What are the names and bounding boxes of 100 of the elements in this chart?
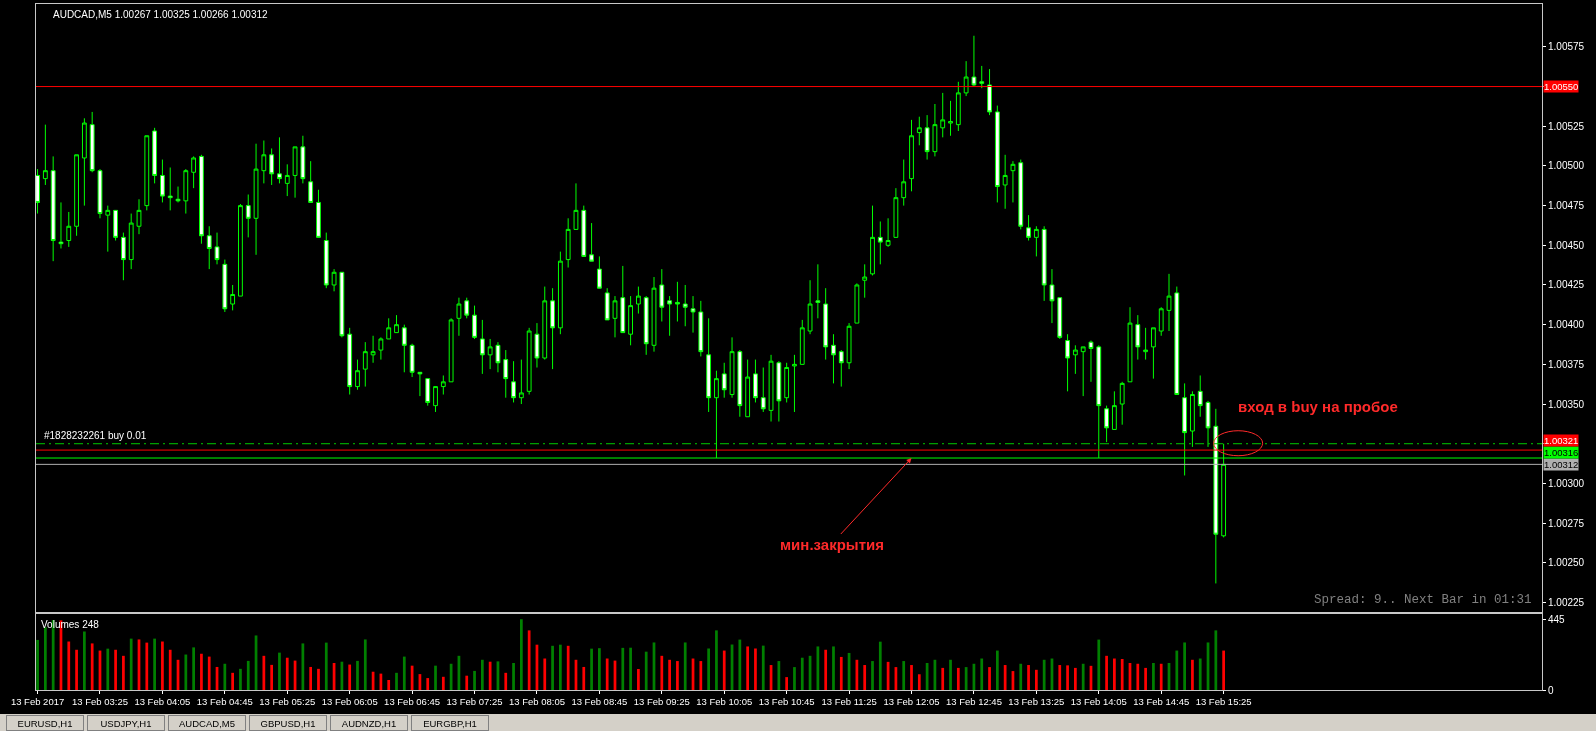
candlestick: [113, 209, 118, 242]
candlestick: [987, 68, 992, 116]
bar: [590, 648, 593, 690]
candlestick: [417, 371, 423, 397]
x-tick-label: 13 Feb 13:25: [1008, 696, 1065, 708]
candlestick: [698, 300, 704, 357]
x-tick-label: 13 Feb 04:05: [134, 696, 191, 708]
candlestick: [479, 319, 485, 375]
candlestick: [979, 65, 985, 89]
candlestick: [643, 295, 649, 356]
bar: [161, 641, 164, 690]
x-tick-label: 13 Feb 11:25: [821, 696, 877, 708]
x-tick-label: 13 Feb 2017: [10, 696, 65, 708]
x-tick-label: 13 Feb 04:45: [196, 696, 253, 708]
candlestick: [97, 168, 103, 219]
candlestick: [1135, 314, 1141, 361]
candlestick: [651, 276, 657, 353]
bar: [1034, 669, 1038, 690]
bar: [1097, 639, 1101, 690]
candlestick: [58, 201, 64, 249]
candlestick: [1174, 286, 1180, 396]
bar: [1042, 659, 1046, 690]
candlestick: [1111, 390, 1117, 430]
candlestick: [565, 217, 571, 269]
candlestick: [823, 287, 829, 361]
candlestick: [456, 297, 462, 337]
candlestick: [409, 343, 415, 378]
bar: [917, 674, 921, 690]
candlestick: [893, 187, 899, 238]
bar: [356, 660, 359, 690]
x-tick-label: 13 Feb 14:05: [1070, 696, 1127, 708]
bar: [761, 645, 765, 690]
ref-line-label: 1.00550: [1544, 81, 1579, 92]
y-tick-label: 1.00375: [1548, 358, 1585, 370]
text: AUDCAD,M5 1.00267 1.00325 1.00266 1.00312: [53, 9, 269, 20]
bar: [839, 656, 843, 690]
bar: [878, 641, 882, 690]
candlestick: [1104, 405, 1109, 443]
bar: [192, 647, 195, 690]
bar: [676, 661, 679, 690]
text: USDJPY,H1: [100, 717, 152, 729]
bar: [1003, 665, 1007, 690]
candlestick: [323, 232, 329, 289]
annotation: мин.закрытия: [780, 536, 884, 553]
bar: [1120, 659, 1124, 690]
bar: [1066, 665, 1069, 690]
bar: [738, 639, 742, 690]
bar: [637, 669, 640, 690]
x-tick-label: 13 Feb 08:05: [508, 696, 565, 708]
candlestick: [589, 222, 594, 262]
bar: [995, 650, 999, 690]
candlestick: [355, 359, 360, 391]
candlestick: [331, 268, 337, 292]
bar: [239, 668, 242, 690]
x-tick-label: 13 Feb 05:25: [259, 696, 316, 708]
bar: [1027, 665, 1030, 690]
y-tick-label: 1.00525: [1548, 120, 1585, 132]
candlestick: [1049, 268, 1055, 324]
candlestick: [464, 297, 470, 319]
bar: [129, 638, 133, 690]
bar: [832, 646, 835, 690]
candlestick: [378, 336, 384, 361]
bar: [964, 667, 968, 690]
candlestick: [183, 168, 189, 215]
candlestick: [924, 114, 930, 161]
annotation: Spread: 9.. Next Bar in 01:31: [1314, 593, 1532, 607]
bar: [44, 627, 47, 690]
candlestick: [963, 60, 969, 97]
candlestick: [784, 362, 790, 403]
bar: [262, 655, 266, 690]
bar: [1191, 659, 1194, 690]
bar: [480, 659, 484, 690]
bar: [543, 658, 547, 690]
candlestick: [370, 335, 376, 364]
candlestick: [167, 167, 173, 211]
candlestick: [269, 147, 275, 186]
candlestick: [152, 127, 158, 184]
bar: [67, 641, 71, 690]
bar: [598, 648, 601, 690]
candlestick: [838, 349, 844, 388]
candlestick: [120, 232, 126, 281]
candlestick: [518, 359, 524, 405]
candlestick: [362, 341, 368, 388]
text: EURGBP,H1: [423, 717, 477, 729]
candlestick: [846, 322, 852, 370]
bar: [465, 675, 469, 690]
candlestick: [1166, 273, 1172, 332]
candlestick: [682, 284, 688, 327]
y-tick-label: 1.00450: [1548, 239, 1585, 251]
candlestick: [1057, 297, 1063, 340]
candlestick: [245, 194, 251, 238]
bar: [1198, 658, 1202, 690]
bar: [1074, 667, 1077, 690]
candlestick: [495, 341, 501, 373]
bar: [754, 648, 757, 690]
bar: [1214, 630, 1218, 690]
bar: [551, 645, 554, 690]
candlestick: [534, 322, 540, 369]
candlestick: [737, 349, 743, 418]
bar: [519, 619, 523, 690]
